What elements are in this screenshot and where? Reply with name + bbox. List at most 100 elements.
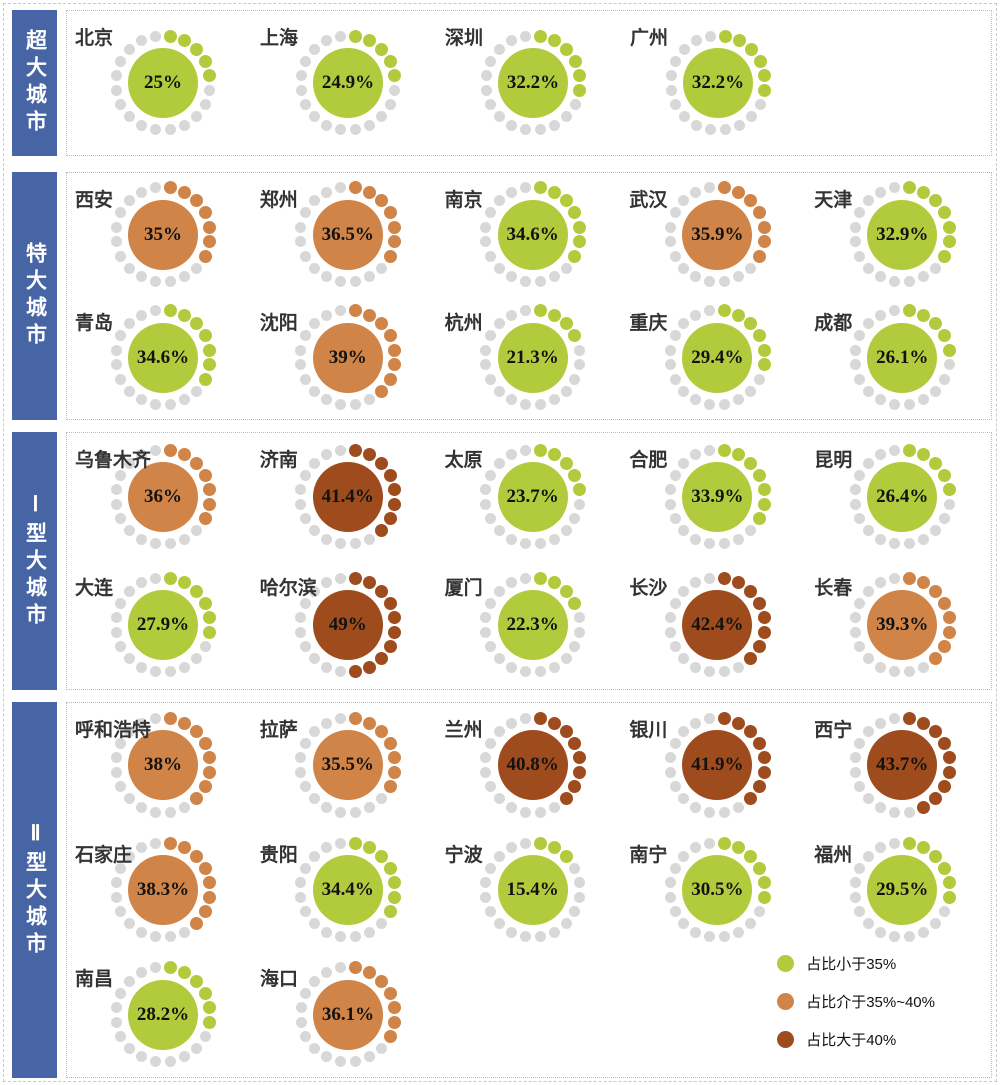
ring-dot (484, 781, 496, 793)
ring-dot (534, 931, 546, 943)
ring-dot (903, 181, 917, 195)
ring-dot (745, 262, 757, 274)
city-name: 石家庄 (75, 844, 133, 866)
ring-dot (300, 1030, 312, 1042)
ring-dot (135, 533, 147, 545)
ring-dot (164, 1056, 176, 1068)
city-name: 南京 (444, 190, 483, 211)
ring-dot (904, 538, 916, 550)
ring-dot (732, 185, 746, 199)
ring-dot (889, 538, 901, 550)
ring-dot (362, 716, 376, 730)
ring-dot (704, 182, 716, 194)
city-cell: 深圳 32.2% (437, 11, 622, 155)
ring-dot (669, 641, 681, 653)
ring-dot (388, 625, 402, 639)
ring-dot (757, 625, 771, 639)
city-name: 天津 (814, 190, 853, 211)
ring-dot (295, 626, 307, 638)
city-row: 青岛 34.6% 沈阳 39% 杭州 21.3% 重庆 29.4% 成都 26.1% (67, 296, 991, 419)
city-dot-donut: 40.8% (475, 707, 591, 823)
ring-dot (574, 877, 585, 889)
ring-dot (573, 766, 586, 780)
ring-dot (519, 444, 531, 456)
ring-dot (123, 850, 135, 862)
ring-dot (115, 55, 127, 67)
ring-dot (690, 394, 702, 406)
ring-dot (757, 343, 771, 357)
ring-dot (485, 55, 497, 67)
ring-dot (362, 185, 376, 199)
city-cell: 北京 25% (67, 11, 252, 155)
ring-dot (573, 83, 587, 97)
ring-dot (299, 641, 311, 653)
ring-dot (534, 806, 546, 818)
ring-dot (875, 449, 887, 461)
ring-dot (191, 1042, 203, 1054)
ring-dot (383, 737, 397, 751)
ring-dot (664, 877, 676, 889)
ring-dot (939, 906, 950, 918)
ring-dot (533, 836, 547, 850)
ring-dot (493, 457, 505, 469)
city-row: 大连 27.9% 哈尔滨 49% 厦门 22.3% 长沙 42.4% 长春 39.3% (67, 561, 991, 689)
ring-dot (733, 533, 745, 545)
ring-dot (198, 986, 212, 1000)
ring-dot (123, 793, 135, 805)
ring-dot (678, 726, 690, 738)
ring-dot (505, 186, 517, 198)
ring-dot (334, 538, 346, 550)
city-cell: 大连 27.9% (67, 561, 252, 689)
ring-dot (917, 716, 931, 730)
ring-dot (198, 249, 212, 263)
ring-dot (918, 661, 930, 673)
ring-dot (164, 538, 176, 550)
percent-circle: 29.5% (867, 855, 938, 925)
legend-dot (777, 993, 795, 1010)
ring-dot (745, 385, 757, 397)
city-cell: 杭州 21.3% (437, 296, 622, 419)
ring-dot (733, 394, 745, 406)
city-name: 长沙 (629, 578, 668, 599)
ring-dot (110, 1001, 122, 1013)
city-dot-donut: 42.4% (659, 567, 775, 683)
percent-circle: 27.9% (128, 590, 198, 660)
ring-dot (754, 99, 766, 111)
ring-dot (484, 330, 496, 342)
ring-dot (547, 716, 561, 730)
percent-circle: 32.2% (683, 48, 753, 118)
city-cell: 兰州 40.8% (437, 703, 622, 828)
ring-dot (480, 84, 492, 96)
ring-dot (918, 533, 930, 545)
ring-dot (123, 457, 135, 469)
legend-label: 占比介于35%~40% (806, 994, 935, 1011)
ring-dot (135, 577, 147, 589)
ring-dot (930, 262, 942, 274)
ring-dot (733, 926, 745, 938)
legend-label: 占比大于40% (806, 1032, 897, 1049)
ring-dot (519, 666, 531, 678)
city-name: 杭州 (444, 313, 483, 334)
legend-item: 占比介于35%~40% (777, 991, 935, 1012)
ring-dot (753, 206, 767, 220)
ring-dot (904, 275, 916, 287)
ring-dot (363, 394, 375, 406)
ring-dot (917, 448, 931, 462)
city-name: 沈阳 (259, 313, 298, 334)
ring-dot (199, 99, 211, 111)
ring-dot (493, 43, 505, 55)
ring-dot (493, 385, 505, 397)
ring-dot (484, 738, 496, 750)
ring-dot (573, 751, 586, 765)
ring-dot (929, 849, 943, 863)
city-name: 成都 (814, 313, 853, 334)
ring-dot (374, 384, 388, 398)
city-cell: 福州 29.5% (806, 828, 991, 953)
city-cell: 长春 39.3% (806, 561, 991, 689)
ring-dot (308, 195, 320, 207)
ring-dot (718, 304, 732, 318)
ring-dot (135, 449, 147, 461)
ring-dot (375, 918, 387, 930)
ring-dot (732, 716, 746, 730)
ring-dot (484, 469, 496, 481)
